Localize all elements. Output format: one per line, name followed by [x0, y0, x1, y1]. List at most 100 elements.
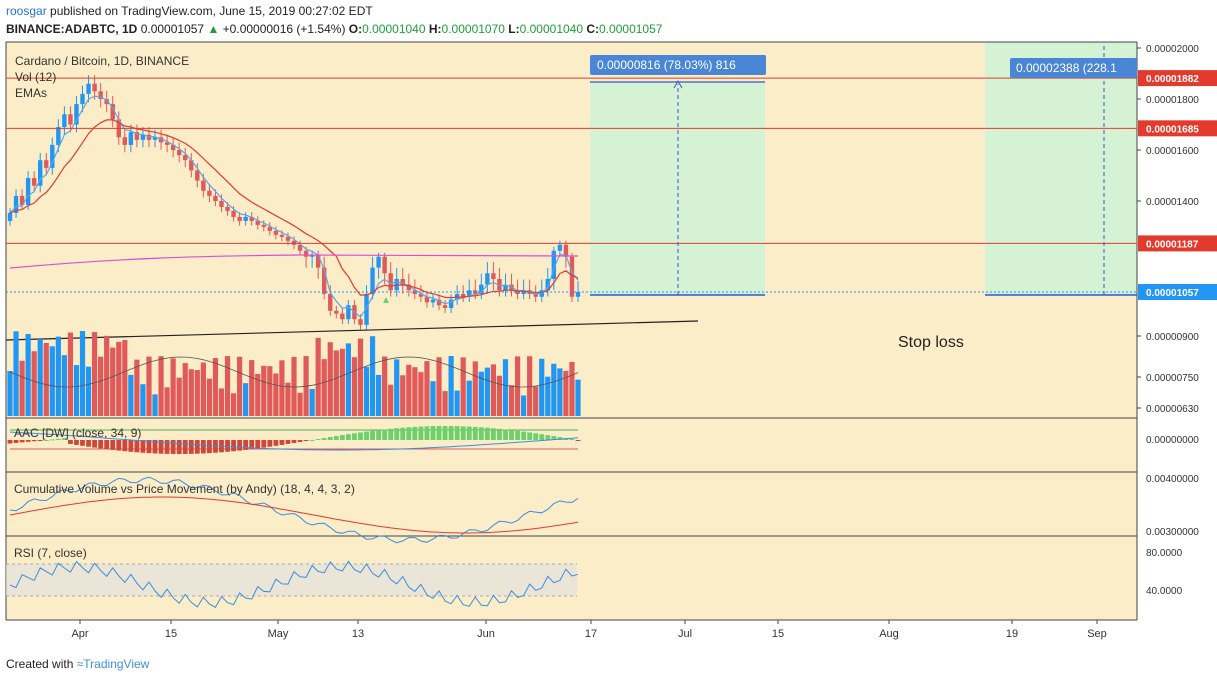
aac-bar: [472, 426, 478, 440]
candle-body: [44, 160, 49, 168]
aac-bar: [370, 430, 375, 440]
price-change: +0.00000016 (+1.54%): [222, 22, 346, 36]
candle-body: [25, 178, 31, 205]
aac-bar: [267, 440, 273, 447]
candle-body: [400, 278, 405, 285]
candle-body: [213, 195, 218, 201]
candle-body: [267, 226, 273, 231]
volume-bar: [484, 367, 490, 416]
candle-body: [340, 313, 345, 320]
level-label-bg: [1138, 70, 1217, 87]
volume-bar: [279, 360, 285, 416]
low-value: 0.00001040: [519, 22, 584, 36]
aac-bar: [491, 428, 496, 440]
candle-body: [140, 134, 146, 140]
aac-bar: [128, 440, 134, 452]
volume-bar: [152, 394, 158, 416]
candle-body: [448, 299, 454, 308]
aac-bar: [31, 440, 37, 442]
measure-label-2-bg[interactable]: [1010, 58, 1137, 78]
candle-body: [491, 273, 496, 279]
author-link[interactable]: roosgar: [6, 4, 47, 18]
candle-body: [315, 254, 321, 268]
volume-bar: [551, 363, 557, 416]
volume-bar: [418, 372, 424, 416]
footer: Created with ≈TradingView: [6, 657, 149, 671]
volume-bar: [261, 365, 267, 416]
low-label: L:: [508, 22, 520, 36]
candle-body: [406, 284, 412, 291]
last-price: 0.00001057: [140, 22, 205, 36]
volume-bar: [200, 362, 206, 416]
volume-bar: [369, 336, 376, 416]
volume-bar: [321, 359, 327, 416]
volume-bar: [333, 350, 339, 416]
volume-bar: [116, 341, 122, 416]
ema-fast-line: [9, 95, 579, 319]
aac-bar: [575, 440, 581, 441]
tradingview-logo-icon[interactable]: ≈: [76, 657, 84, 671]
aac-bar: [333, 436, 339, 440]
aac-bar: [303, 440, 309, 441]
aac-bar: [43, 440, 49, 441]
volume-bar: [388, 384, 394, 416]
target-1-arrowhead: [673, 79, 683, 89]
aac-bar: [394, 428, 400, 440]
aac-bar: [315, 438, 321, 440]
candle-body: [297, 244, 303, 251]
aac-bar: [104, 440, 110, 450]
volume-bar: [158, 356, 164, 416]
time-axis: Apr 15 May 13 Jun 17 Jul 15 Aug 19 Sep: [71, 620, 1107, 640]
volume-bar: [79, 331, 86, 416]
aac-bar: [37, 440, 43, 441]
candle-body: [56, 127, 61, 145]
aac-bar: [68, 440, 73, 444]
ma200-line: [9, 254, 579, 269]
volume-bar: [575, 379, 581, 416]
cvpm-axis-top: 0.00400000: [1146, 474, 1199, 485]
candle-body: [80, 93, 85, 105]
aac-bar: [339, 435, 345, 440]
aac-bar: [454, 426, 460, 440]
aac-bar: [400, 427, 406, 440]
volume-bar: [496, 375, 503, 416]
target-zone-2[interactable]: [985, 42, 1137, 296]
volume-bar: [25, 333, 31, 416]
aac-bar: [551, 436, 557, 440]
aac-bar: [249, 440, 255, 450]
measure-label-1-bg[interactable]: [590, 55, 766, 75]
symbol-text: BINANCE:ADABTC, 1D: [6, 22, 138, 36]
candle-body: [388, 273, 393, 291]
candle-body: [539, 290, 544, 297]
candle-body: [134, 132, 140, 140]
aac-title: AAC [DW] (close, 34, 9): [14, 426, 141, 440]
cvpm-title: Cumulative Volume vs Price Movement (by …: [14, 482, 355, 496]
stop-loss-note[interactable]: Stop loss: [898, 334, 964, 351]
aac-bar: [448, 426, 454, 440]
candle-body: [285, 236, 291, 241]
volume-bar: [49, 346, 55, 416]
aac-bar: [430, 426, 436, 440]
aac-bar: [25, 440, 31, 442]
volume-bar: [67, 332, 74, 416]
open-value: 0.00001040: [362, 22, 426, 36]
aac-bar: [158, 440, 164, 454]
footer-created: Created with: [6, 657, 77, 671]
candle-body: [551, 250, 557, 279]
candle-body: [62, 114, 67, 128]
candle-body: [38, 160, 43, 186]
volume-bar: [291, 356, 297, 416]
current-price-label-bg: [1138, 284, 1217, 300]
level-label-bg: [1138, 235, 1217, 252]
volume-bar: [249, 360, 255, 416]
candle-body: [503, 284, 508, 291]
volume-bar: [563, 370, 569, 416]
volume-bar: [460, 357, 466, 416]
footer-brand[interactable]: TradingView: [83, 657, 150, 671]
time-tick-label: 19: [1006, 628, 1018, 640]
volume-bar: [182, 363, 188, 416]
aac-bar: [146, 440, 152, 454]
volume-bar: [527, 356, 533, 416]
main-pane-bg: [6, 42, 1137, 418]
